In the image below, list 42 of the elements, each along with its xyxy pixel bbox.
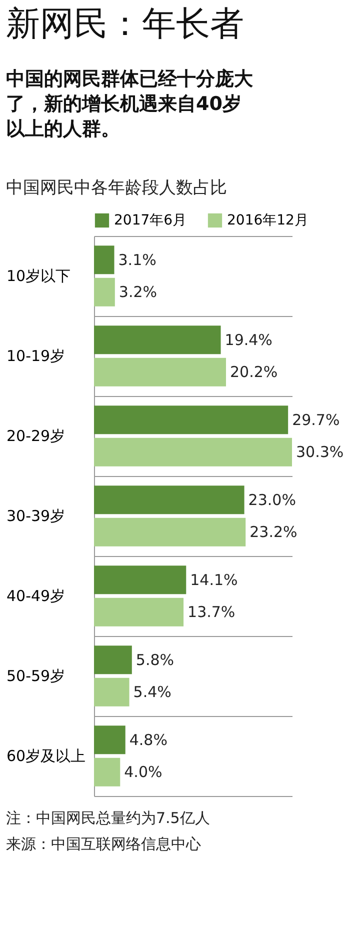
data-label: 4.0% <box>124 763 162 782</box>
data-label: 20.2% <box>230 363 278 382</box>
bar <box>94 646 132 674</box>
bar <box>94 726 126 754</box>
legend-label: 2017年6月 <box>114 212 187 228</box>
data-label: 29.7% <box>292 410 340 429</box>
bar <box>94 566 186 594</box>
y-tick-label: 20-29岁 <box>6 427 66 445</box>
data-label: 13.7% <box>188 603 236 622</box>
data-label: 30.3% <box>296 443 344 462</box>
data-label: 23.0% <box>248 490 296 509</box>
bar <box>94 598 184 626</box>
bar <box>94 518 246 546</box>
data-label: 5.8% <box>136 650 174 669</box>
bar <box>94 758 120 786</box>
y-tick-label: 30-39岁 <box>6 507 66 525</box>
data-label: 3.1% <box>118 250 156 269</box>
y-tick-label: 10-19岁 <box>6 347 66 365</box>
data-label: 14.1% <box>190 570 238 589</box>
data-label: 23.2% <box>250 523 298 542</box>
data-label: 3.2% <box>118 283 158 302</box>
data-label: 4.8% <box>129 730 168 749</box>
bar <box>94 246 114 274</box>
chart-subtitle: 中国的网民群体已经十分庞大了，新的增长机遇来自40岁以上的人群。 <box>6 68 254 140</box>
bar <box>94 358 226 386</box>
bar <box>94 678 130 706</box>
text: 中国网民中各年龄段人数占比 <box>6 178 227 198</box>
text: 注：中国网民总量约为7.5亿人 <box>6 809 210 827</box>
y-tick-label: 40-49岁 <box>6 587 66 605</box>
y-tick-label: 50-59岁 <box>6 667 66 685</box>
y-tick-label: 60岁及以上 <box>6 747 86 765</box>
bar <box>94 486 244 514</box>
legend-label: 2016年12月 <box>227 212 308 228</box>
bar <box>94 326 221 354</box>
y-tick-label: 10岁以下 <box>6 267 71 285</box>
bar <box>94 438 292 466</box>
source-note: 来源：中国互联网络信息中心 <box>6 835 201 853</box>
bar <box>94 406 288 434</box>
data-label: 19.4% <box>224 330 272 349</box>
bar <box>94 278 115 306</box>
data-label: 5.4% <box>133 683 172 702</box>
chart-title: 新网民：年长者 <box>6 4 244 44</box>
